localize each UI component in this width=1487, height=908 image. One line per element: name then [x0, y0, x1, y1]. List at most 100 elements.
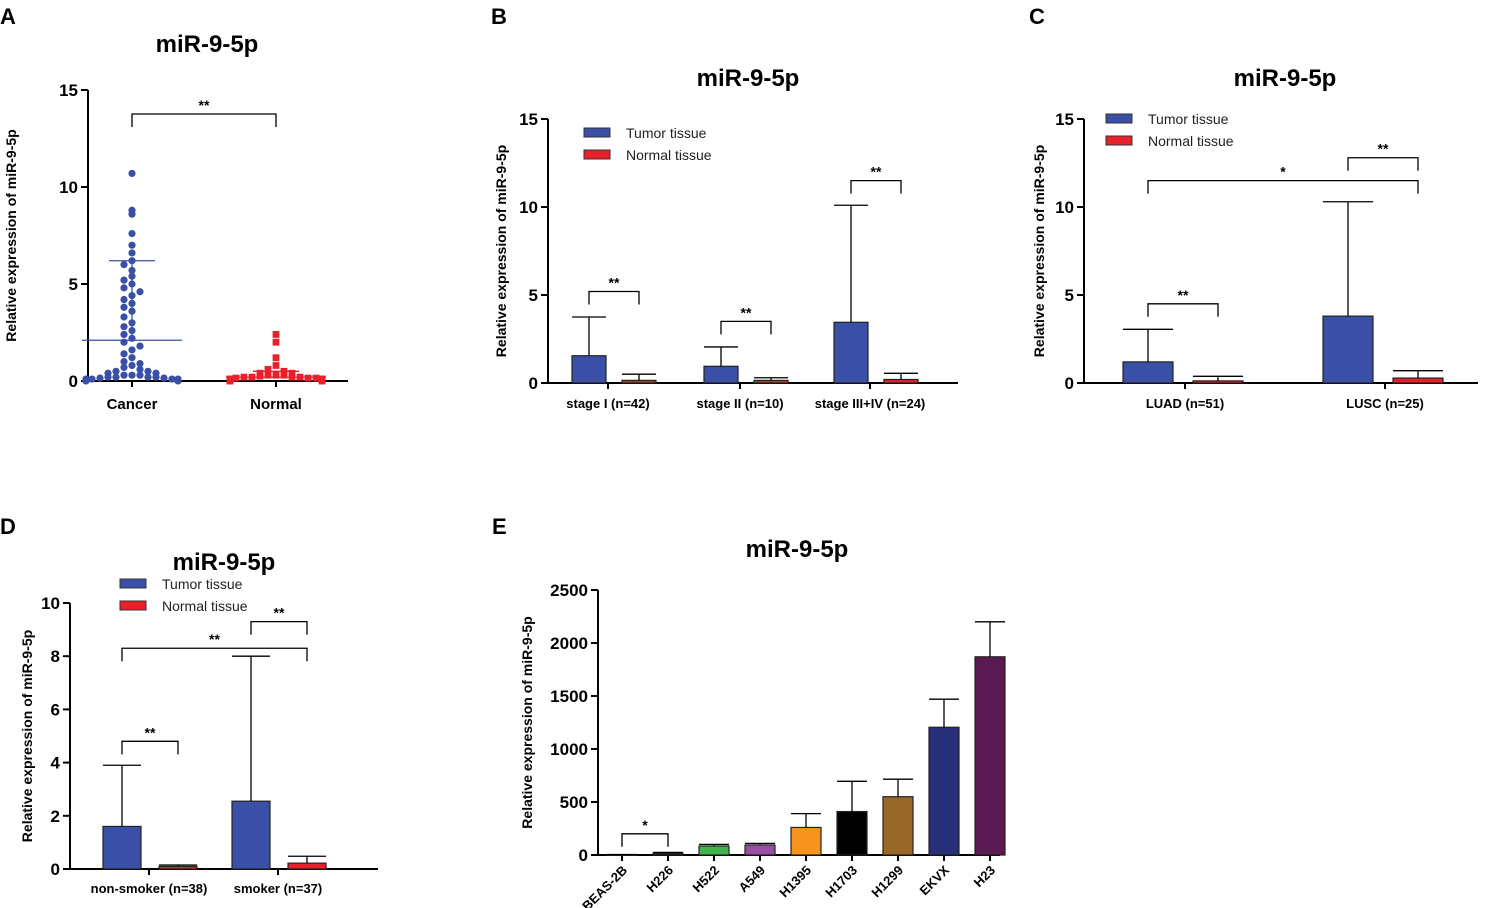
data-point — [136, 342, 144, 350]
data-point — [174, 377, 182, 385]
data-point — [128, 241, 136, 249]
data-point — [82, 377, 90, 385]
legend-swatch — [583, 127, 611, 138]
significance-label: * — [642, 817, 648, 833]
bar-tumor — [703, 365, 739, 384]
significance-label: ** — [871, 164, 882, 180]
chart-title: miR-9-5p — [156, 31, 259, 58]
data-point — [128, 361, 136, 370]
data-point — [272, 338, 280, 346]
x-category-label: stage II (n=10) — [696, 396, 783, 411]
data-point — [288, 369, 296, 377]
significance-bracket — [850, 179, 902, 194]
bar-h226 — [652, 852, 684, 856]
legend-label: Tumor tissue — [626, 125, 707, 141]
data-point — [120, 295, 128, 304]
data-point — [120, 261, 128, 269]
bar-tumor — [231, 800, 271, 870]
data-point — [168, 375, 176, 383]
data-point — [120, 276, 128, 284]
bar-h1299 — [882, 796, 914, 856]
x-category-label: H226 — [644, 863, 677, 896]
legend-swatch — [1105, 113, 1133, 124]
x-category-label: H1395 — [776, 863, 814, 901]
bar-h1395 — [790, 826, 822, 856]
legend-label: Normal tissue — [1148, 133, 1234, 149]
x-category-label: LUAD (n=51) — [1146, 396, 1224, 411]
x-category-label: stage I (n=42) — [566, 396, 649, 411]
legend-swatch — [119, 600, 147, 611]
data-point — [144, 367, 152, 375]
bar-h1703 — [836, 810, 868, 856]
data-point — [152, 373, 160, 381]
significance-bracket — [1347, 157, 1419, 171]
y-tick-label: 10 — [1055, 198, 1074, 217]
y-tick-label: 0 — [1065, 374, 1074, 393]
bar-normal — [883, 378, 919, 384]
x-category-label: H1703 — [822, 863, 860, 901]
y-tick-label: 5 — [69, 275, 78, 294]
panel-label: D — [0, 514, 16, 539]
y-tick-label: 0 — [51, 860, 60, 879]
data-point — [120, 363, 128, 372]
y-tick-label: 500 — [560, 793, 588, 812]
significance-label: ** — [741, 304, 752, 320]
data-point — [160, 374, 168, 382]
significance-label: ** — [199, 97, 210, 113]
y-tick-label: 2 — [51, 807, 60, 826]
bar-normal — [621, 379, 657, 384]
bar-h23 — [974, 656, 1006, 856]
y-axis-label: Relative expression of miR-9-5p — [19, 630, 35, 842]
significance-label: ** — [1378, 141, 1389, 157]
bar-tumor — [571, 355, 607, 384]
data-point — [136, 365, 144, 373]
panel-label: B — [491, 4, 507, 29]
y-axis-label: Relative expression of miR-9-5p — [519, 616, 535, 828]
y-tick-label: 8 — [51, 647, 60, 666]
y-tick-label: 4 — [51, 754, 61, 773]
chart-title: miR-9-5p — [746, 536, 849, 563]
data-point — [128, 249, 136, 257]
x-category-label: H1299 — [868, 863, 906, 901]
legend-label: Normal tissue — [162, 598, 248, 614]
data-point — [128, 169, 136, 178]
significance-bracket — [720, 320, 772, 335]
x-category-label: LUSC (n=25) — [1346, 396, 1424, 411]
data-point — [318, 377, 326, 385]
data-point — [264, 365, 272, 373]
y-tick-label: 10 — [41, 594, 60, 613]
bar-tumor — [1122, 361, 1174, 384]
data-point — [96, 374, 104, 382]
y-tick-label: 10 — [519, 198, 538, 217]
data-point — [144, 373, 152, 381]
data-point — [304, 374, 312, 382]
x-category-label: H522 — [690, 863, 723, 896]
legend-label: Tumor tissue — [1148, 111, 1229, 127]
data-point — [112, 367, 120, 375]
y-tick-label: 15 — [59, 81, 78, 100]
x-category-label: non-smoker (n=38) — [91, 881, 208, 896]
significance-bracket — [121, 740, 179, 755]
data-point — [120, 284, 128, 292]
y-tick-label: 6 — [51, 700, 60, 719]
data-point — [256, 372, 264, 380]
significance-label: ** — [1178, 287, 1189, 303]
bar-tumor — [1322, 315, 1374, 384]
significance-label: * — [1280, 164, 1286, 180]
data-point — [280, 371, 288, 379]
chart-title: miR-9-5p — [1234, 65, 1337, 92]
data-point — [136, 359, 144, 368]
bar-ekvx — [928, 726, 960, 856]
y-tick-label: 5 — [529, 286, 538, 305]
y-tick-label: 5 — [1065, 286, 1074, 305]
data-point — [264, 371, 272, 379]
y-axis-label: Relative expression of miR-9-5p — [493, 145, 509, 357]
bar-normal — [158, 865, 198, 870]
significance-bracket — [131, 113, 277, 127]
x-category-label: stage III+IV (n=24) — [815, 396, 926, 411]
data-point — [136, 371, 144, 379]
